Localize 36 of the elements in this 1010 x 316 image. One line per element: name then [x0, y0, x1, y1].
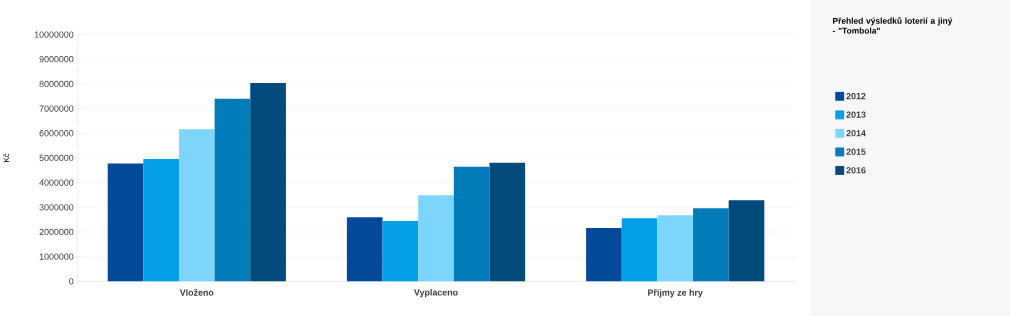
bar [346, 217, 383, 282]
y-tick-label: 1000000 [39, 253, 74, 260]
bar [728, 200, 765, 282]
y-tick-label: 0 [69, 278, 74, 285]
text: - "Tombola" [832, 27, 880, 34]
y-tick-label: 7000000 [39, 105, 74, 112]
legend-label: 2016 [846, 167, 866, 174]
bar [107, 163, 144, 282]
bar [178, 129, 215, 282]
legend-label: 2015 [846, 148, 866, 155]
y-tick-label: 6000000 [39, 130, 74, 137]
x-tick-label: Vloženo [179, 289, 214, 296]
y-tick-label: 3000000 [39, 204, 74, 211]
bar [693, 208, 729, 282]
bar [382, 221, 419, 282]
y-tick-label: 2000000 [39, 228, 74, 236]
y-tick-label: 5000000 [39, 154, 74, 162]
y-tick-label: 10000000 [34, 31, 74, 38]
y-tick-label: 9000000 [39, 56, 74, 63]
bar [453, 166, 490, 282]
bar [214, 98, 251, 282]
x-tick-label: Vyplaceno [414, 289, 458, 298]
bar [586, 228, 622, 282]
bar [621, 218, 658, 282]
bar [143, 158, 179, 282]
bar [250, 82, 286, 282]
bar [657, 215, 694, 282]
legend-label: 2014 [846, 130, 866, 137]
legend-label: 2013 [846, 111, 866, 118]
x-tick-label: Příjmy ze hry [648, 289, 703, 298]
bar [489, 162, 526, 282]
y-tick-label: 8000000 [39, 80, 74, 88]
text: Přehled výsledků loterií a jiný [833, 17, 953, 26]
y-tick-label: 4000000 [39, 179, 74, 186]
legend-label: 2012 [846, 93, 866, 100]
bar [418, 195, 454, 282]
